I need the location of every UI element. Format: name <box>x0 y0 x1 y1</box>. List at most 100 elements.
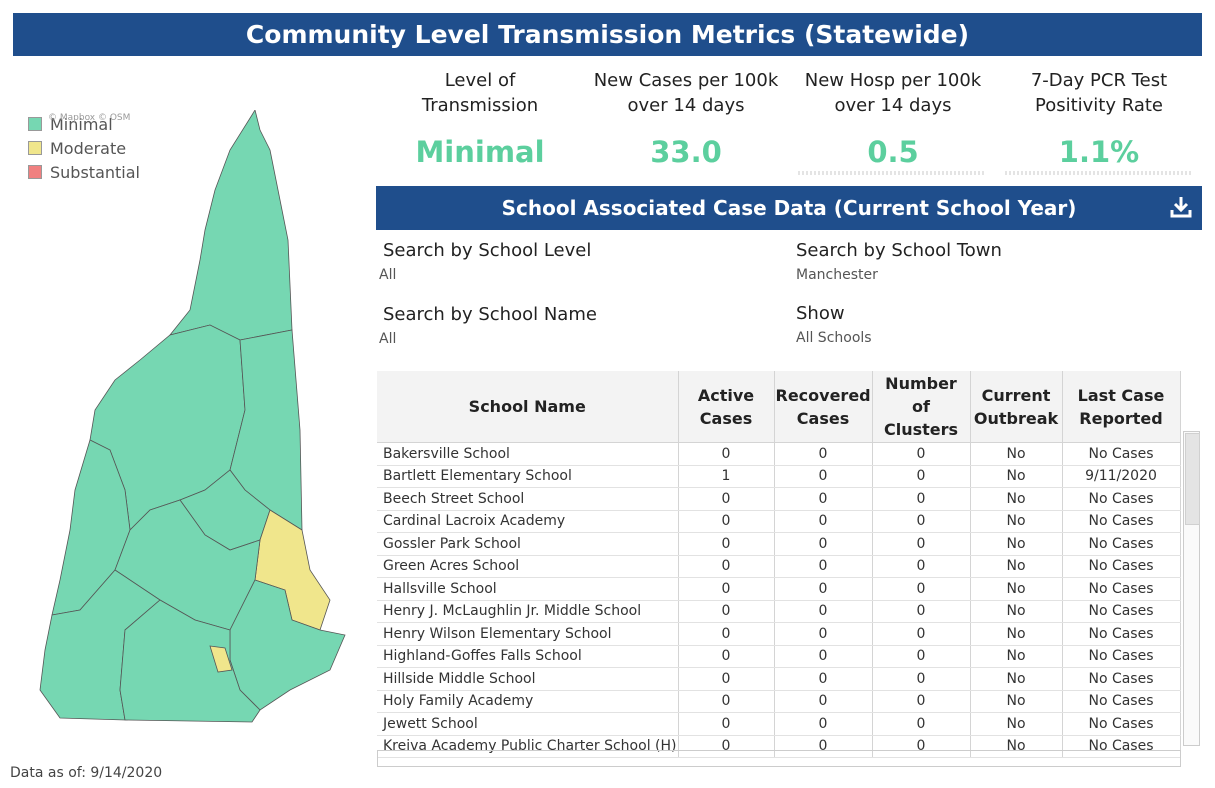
metric-value: 33.0 <box>650 135 722 169</box>
table-horizontal-scrollbar[interactable] <box>377 750 1181 767</box>
cell-last-case-reported: No Cases <box>1062 577 1181 601</box>
metric-label: 7-Day PCR Test <box>1030 70 1168 91</box>
cell-active-cases: 0 <box>678 622 775 646</box>
table-row[interactable]: Highland-Goffes Falls School 0 0 0 No No Case… <box>377 645 1181 668</box>
cell-last-case-reported: 9/11/2020 <box>1062 465 1181 488</box>
cell-number-of-clusters: 0 <box>872 577 971 601</box>
table-row[interactable]: Gossler Park School 0 0 0 No No Cases <box>377 532 1181 556</box>
metric-label: New Cases per 100k <box>593 70 779 91</box>
metric-label: over 14 days <box>627 95 745 116</box>
metric-label: over 14 days <box>834 95 952 116</box>
legend-item-minimal[interactable]: Minimal <box>28 112 140 136</box>
cell-recovered-cases: 0 <box>774 622 873 646</box>
cell-number-of-clusters: 0 <box>872 622 971 646</box>
filter-value[interactable]: All Schools <box>796 330 872 346</box>
section-title: School Associated Case Data (Current Sch… <box>501 196 1077 220</box>
filter-value[interactable]: All <box>379 331 397 347</box>
metric-value: Minimal <box>415 135 545 169</box>
metric-label: New Hosp per 100k <box>804 70 982 91</box>
cell-current-outbreak: No <box>970 465 1063 488</box>
cell-school-name: Hallsville School <box>377 577 679 601</box>
table-row[interactable]: Bartlett Elementary School 1 0 0 No 9/11/2020 <box>377 465 1181 488</box>
data-as-of: Data as of: 9/14/2020 <box>10 765 163 781</box>
cell-active-cases: 0 <box>678 532 775 556</box>
legend: Minimal Moderate Substantial <box>28 112 140 184</box>
legend-label-substantial: Substantial <box>50 162 140 182</box>
table-row[interactable]: Cardinal Lacroix Academy 0 0 0 No No Cases <box>377 510 1181 533</box>
header-recovered-cases[interactable]: Recovered Cases <box>774 371 873 443</box>
cell-number-of-clusters: 0 <box>872 600 971 623</box>
cell-active-cases: 0 <box>678 600 775 623</box>
cell-active-cases: 0 <box>678 712 775 736</box>
cell-school-name: Bakersville School <box>377 442 679 466</box>
filter-school-name[interactable]: Search by School Name All <box>379 304 597 347</box>
header-last-case-reported[interactable]: Last Case Reported <box>1062 371 1181 443</box>
table-row[interactable]: Henry Wilson Elementary School 0 0 0 No No Ca… <box>377 622 1181 646</box>
map-attribution[interactable]: © Mapbox © OSM <box>48 113 131 123</box>
filter-school-level[interactable]: Search by School Level All <box>379 240 591 283</box>
cell-active-cases: 0 <box>678 690 775 713</box>
cell-number-of-clusters: 0 <box>872 712 971 736</box>
table-row[interactable]: Jewett School 0 0 0 No No Cases <box>377 712 1181 736</box>
legend-item-substantial[interactable]: Substantial <box>28 160 140 184</box>
cell-school-name: Hillside Middle School <box>377 667 679 691</box>
cell-current-outbreak: No <box>970 532 1063 556</box>
filter-show[interactable]: Show All Schools <box>796 303 872 346</box>
table-row[interactable]: Kreiva Academy Public Charter School (H)… <box>377 735 1181 758</box>
cell-current-outbreak: No <box>970 667 1063 691</box>
cell-last-case-reported: No Cases <box>1062 667 1181 691</box>
header-school-name[interactable]: School Name <box>377 371 679 443</box>
table-row[interactable]: Bakersville School 0 0 0 No No Cases <box>377 442 1181 466</box>
table-row[interactable]: Beech Street School 0 0 0 No No Cases <box>377 487 1181 511</box>
cell-number-of-clusters: 0 <box>872 735 971 758</box>
metric-pcr-positivity: 7-Day PCR Test Positivity Rate 1.1% <box>1004 68 1194 169</box>
cell-current-outbreak: No <box>970 712 1063 736</box>
filter-value[interactable]: All <box>379 267 397 283</box>
cell-recovered-cases: 0 <box>774 735 873 758</box>
table-row[interactable]: Holy Family Academy 0 0 0 No No Cases <box>377 690 1181 713</box>
cell-current-outbreak: No <box>970 555 1063 578</box>
table-row[interactable]: Hallsville School 0 0 0 No No Cases <box>377 577 1181 601</box>
cell-last-case-reported: No Cases <box>1062 622 1181 646</box>
cell-recovered-cases: 0 <box>774 600 873 623</box>
cell-active-cases: 0 <box>678 735 775 758</box>
cell-recovered-cases: 0 <box>774 690 873 713</box>
header-current-outbreak[interactable]: Current Outbreak <box>970 371 1063 443</box>
header-number-of-clusters[interactable]: Number of Clusters <box>872 371 971 443</box>
metric-transmission-level: Level of Transmission Minimal <box>385 68 575 169</box>
table-row[interactable]: Henry J. McLaughlin Jr. Middle School 0 0 0… <box>377 600 1181 623</box>
download-icon[interactable] <box>1170 195 1192 224</box>
metric-value: 0.5 <box>867 135 919 169</box>
cell-active-cases: 0 <box>678 645 775 668</box>
table-vertical-scrollbar[interactable] <box>1183 431 1200 746</box>
filter-value[interactable]: Manchester <box>796 267 878 283</box>
cell-school-name: Henry Wilson Elementary School <box>377 622 679 646</box>
cell-number-of-clusters: 0 <box>872 487 971 511</box>
cell-active-cases: 0 <box>678 577 775 601</box>
legend-label-moderate: Moderate <box>50 138 127 158</box>
filter-school-town[interactable]: Search by School Town Manchester <box>796 240 1002 283</box>
state-map[interactable] <box>30 110 360 730</box>
cell-last-case-reported: No Cases <box>1062 487 1181 511</box>
cell-number-of-clusters: 0 <box>872 555 971 578</box>
table-row[interactable]: Hillside Middle School 0 0 0 No No Cases <box>377 667 1181 691</box>
legend-item-moderate[interactable]: Moderate <box>28 136 140 160</box>
cell-active-cases: 0 <box>678 510 775 533</box>
header-active-cases[interactable]: Active Cases <box>678 371 775 443</box>
table-row[interactable]: Green Acres School 0 0 0 No No Cases <box>377 555 1181 578</box>
cell-last-case-reported: No Cases <box>1062 532 1181 556</box>
cell-last-case-reported: No Cases <box>1062 600 1181 623</box>
cell-school-name: Bartlett Elementary School <box>377 465 679 488</box>
cell-last-case-reported: No Cases <box>1062 712 1181 736</box>
cell-active-cases: 1 <box>678 465 775 488</box>
cell-active-cases: 0 <box>678 487 775 511</box>
cell-current-outbreak: No <box>970 577 1063 601</box>
county-hillsborough <box>119 599 261 723</box>
section-header: School Associated Case Data (Current Sch… <box>376 186 1202 230</box>
table-header-row: School Name Active Cases Recovered Cases N… <box>377 371 1181 443</box>
scrollbar-thumb[interactable] <box>1185 433 1200 525</box>
cell-current-outbreak: No <box>970 442 1063 466</box>
cell-number-of-clusters: 0 <box>872 442 971 466</box>
cell-number-of-clusters: 0 <box>872 510 971 533</box>
cell-current-outbreak: No <box>970 645 1063 668</box>
